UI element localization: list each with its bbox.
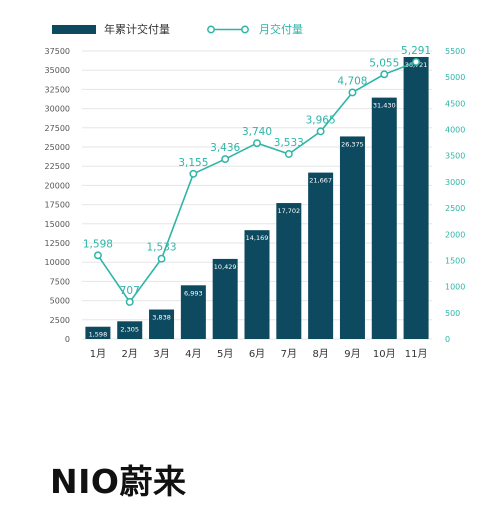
y-left-tick-label: 20000 [45,181,70,190]
line-value-label: 3,740 [242,126,272,138]
y-right-tick-label: 3000 [445,178,465,187]
bar [403,56,429,339]
bar [149,309,175,339]
y-left-tick-label: 37500 [45,47,70,56]
nio-logo: NIO蔚来 [50,462,187,501]
line-point [348,88,357,97]
line-point [93,251,102,260]
line-point [189,169,198,178]
y-right-tick-label: 4000 [445,126,465,135]
y-right-tick-label: 2500 [445,204,465,213]
y-right-tick-label: 4500 [445,99,465,108]
x-tick-label: 2月 [122,348,138,360]
y-left-tick-label: 35000 [45,66,70,75]
x-tick-label: 3月 [153,348,169,360]
x-tick-label: 9月 [344,348,360,360]
legend-bar-swatch [52,25,96,34]
y-left-tick-label: 7500 [50,277,70,286]
x-tick-label: 6月 [249,348,265,360]
line-value-label: 3,155 [178,157,208,169]
line-value-label: 1,598 [83,238,113,250]
legend-bar-label: 年累计交付量 [104,22,170,36]
bar-value-label: 31,430 [373,102,396,110]
line-point [125,298,134,306]
bar [180,285,206,339]
bar-value-label: 26,375 [341,140,364,148]
line-value-label: 5,055 [369,57,399,69]
bar-value-label: 2,305 [120,325,139,333]
y-left-tick-label: 17500 [45,201,70,210]
y-right-tick-label: 0 [445,335,450,344]
bar [339,136,365,339]
x-tick-label: 7月 [281,348,297,360]
y-right-tick-label: 1000 [445,283,465,292]
y-left-tick-label: 2500 [50,316,70,325]
x-tick-label: 8月 [312,348,328,360]
y-left-tick-label: 32500 [45,85,70,94]
line-value-label: 3,965 [306,114,336,126]
y-right-tick-label: 1500 [445,256,465,265]
delivery-chart: 0250050007500100001250015000175002000022… [45,22,466,360]
y-right-tick-label: 3500 [445,152,465,161]
y-left-tick-label: 0 [65,335,70,344]
y-left-tick-label: 12500 [45,239,70,248]
line-point [412,57,421,66]
bar [371,97,397,339]
y-right-tick-label: 5000 [445,73,465,82]
y-right-tick-label: 500 [445,309,460,318]
y-left-tick-label: 15000 [45,220,70,229]
x-tick-label: 11月 [405,348,428,360]
y-left-tick-label: 10000 [45,258,70,267]
legend-line-marker [207,25,215,34]
x-tick-label: 1月 [90,348,106,360]
bar-value-label: 10,429 [214,263,237,271]
x-tick-label: 4月 [185,348,201,360]
bar-value-label: 17,702 [277,207,300,215]
y-left-tick-label: 25000 [45,143,70,152]
bar-value-label: 14,169 [246,234,269,242]
line-value-label: 3,436 [210,142,240,154]
line-point [253,139,261,148]
bar [276,203,302,339]
line-value-label: 4,708 [337,75,367,87]
line-value-label: 707 [120,285,140,297]
line-point [221,155,230,164]
line-value-label: 1,533 [147,242,177,254]
y-right-tick-label: 2000 [445,230,465,239]
line-point [380,70,389,79]
line-value-label: 5,291 [401,45,431,57]
line-point [284,150,293,158]
bar [244,230,270,339]
bar [117,321,143,339]
legend-line-label: 月交付量 [259,22,303,36]
y-left-tick-label: 27500 [45,124,70,133]
bar [212,258,238,339]
bar-value-label: 6,993 [184,289,203,297]
x-tick-label: 10月 [373,348,396,360]
bar [85,326,111,339]
y-left-tick-label: 22500 [45,162,70,171]
x-tick-label: 5月 [217,348,233,360]
legend-line-marker [241,25,249,34]
y-right-tick-label: 5500 [445,47,465,56]
line-value-label: 3,533 [274,137,304,149]
bar-value-label: 3,838 [152,314,171,322]
line-point [157,254,166,263]
y-left-tick-label: 30000 [45,105,70,114]
y-left-tick-label: 5000 [50,297,70,306]
bar-value-label: 1,598 [89,331,108,339]
bar-value-label: 21,667 [309,177,332,185]
bar [308,172,334,339]
line-point [316,127,325,136]
